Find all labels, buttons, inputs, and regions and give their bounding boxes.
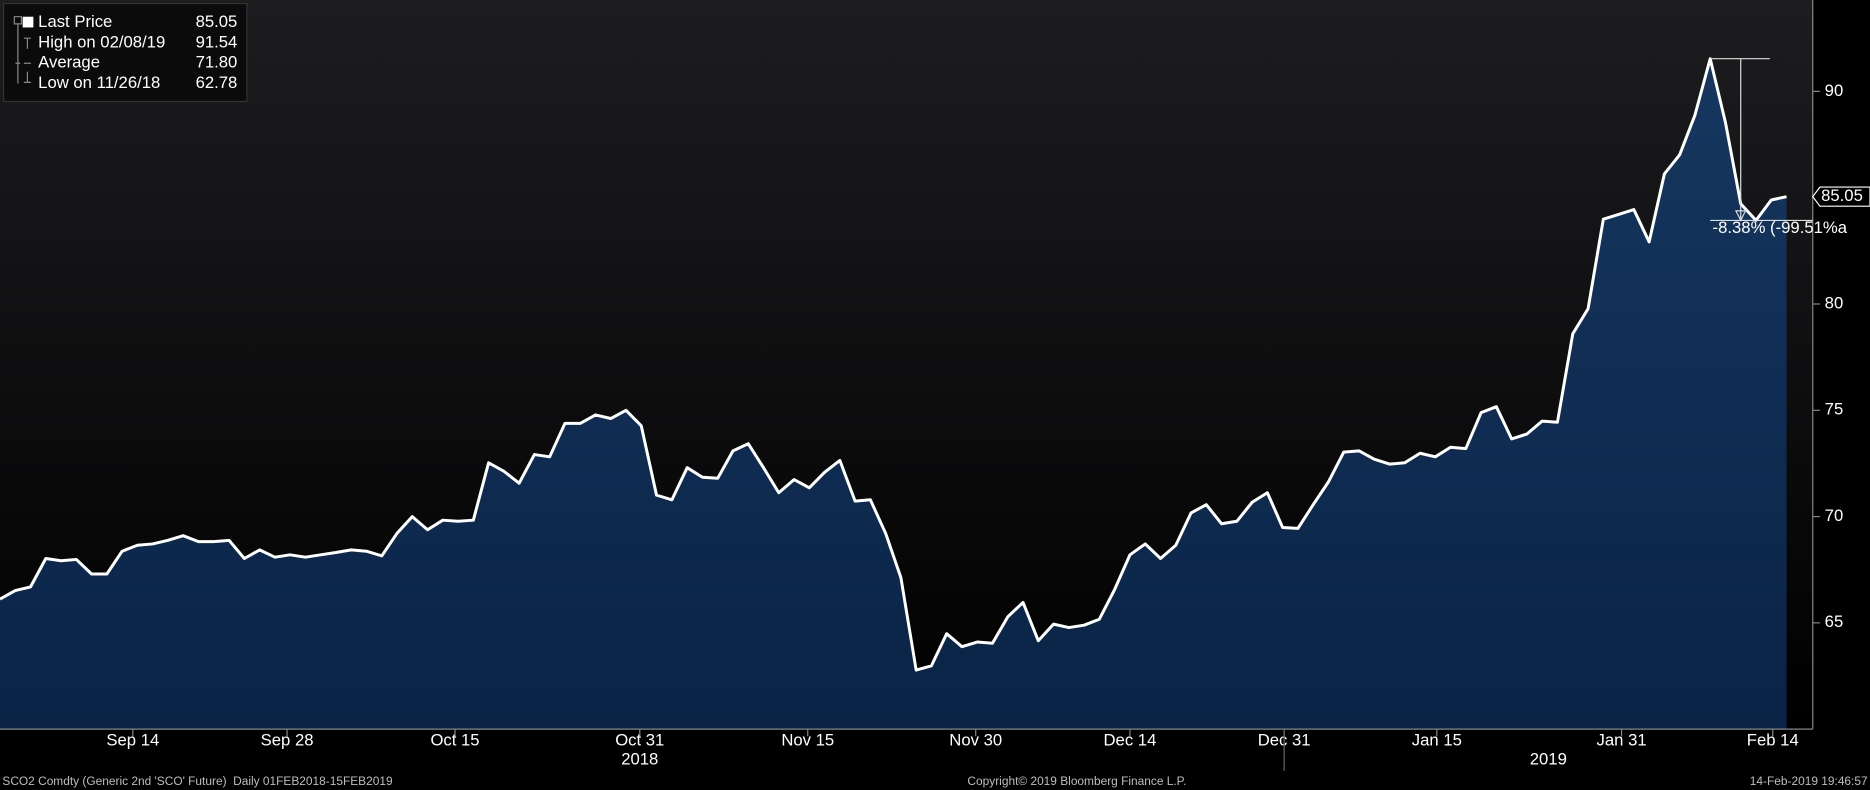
legend-label: Average — [38, 53, 100, 72]
legend-value: 85.05 — [196, 12, 238, 31]
plot — [0, 57, 1787, 730]
x-tick-label: Feb 14 — [1747, 730, 1799, 749]
x-tick-label: Dec 14 — [1104, 730, 1157, 749]
year-label: 2018 — [621, 750, 658, 769]
legend: Last Price High on 02/08/19 Average Low … — [2, 2, 248, 103]
x-tick-label: Jan 31 — [1597, 730, 1647, 749]
footer-center: Copyright© 2019 Bloomberg Finance L.P. — [967, 774, 1186, 788]
legend-label: Last Price — [38, 12, 112, 31]
y-tick-label: 65 — [1825, 612, 1844, 631]
legend-icon — [13, 16, 32, 84]
footer-band — [0, 773, 1870, 790]
legend-value: 71.80 — [196, 53, 238, 72]
legend-icon — [22, 16, 34, 28]
footer-left: SCO2 Comdty (Generic 2nd 'SCO' Future) D… — [2, 774, 393, 788]
legend-value: 91.54 — [196, 32, 238, 51]
footer-right: 14-Feb-2019 19:46:57 — [1750, 774, 1868, 788]
legend-label: High on 02/08/19 — [38, 32, 165, 51]
y-tick-label: 80 — [1825, 293, 1844, 312]
x-tick-label: Oct 31 — [615, 730, 664, 749]
year-label: 2019 — [1530, 750, 1567, 769]
legend-value: 62.78 — [196, 73, 238, 92]
x-tick-label: Oct 15 — [430, 730, 479, 749]
x-tick-label: Nov 15 — [781, 730, 834, 749]
x-tick-label: Jan 15 — [1412, 730, 1462, 749]
annotation: -8.38% (-99.51%a — [1713, 218, 1848, 237]
last-price-label: 85.05 — [1821, 186, 1863, 205]
y-tick-label: 70 — [1825, 506, 1844, 525]
legend-label: Low on 11/26/18 — [38, 73, 160, 92]
x-tick-label: Nov 30 — [949, 730, 1002, 749]
x-tick-label: Sep 28 — [261, 730, 314, 749]
area — [0, 58, 1787, 730]
last-price-marker — [1812, 186, 1870, 207]
line — [0, 57, 1787, 672]
y-tick-label: 90 — [1825, 81, 1844, 100]
drawdown-arrow — [1734, 210, 1747, 222]
legend-box — [2, 2, 248, 103]
x-tick-label: Sep 14 — [106, 730, 159, 749]
y-tick-label: 75 — [1825, 400, 1844, 419]
